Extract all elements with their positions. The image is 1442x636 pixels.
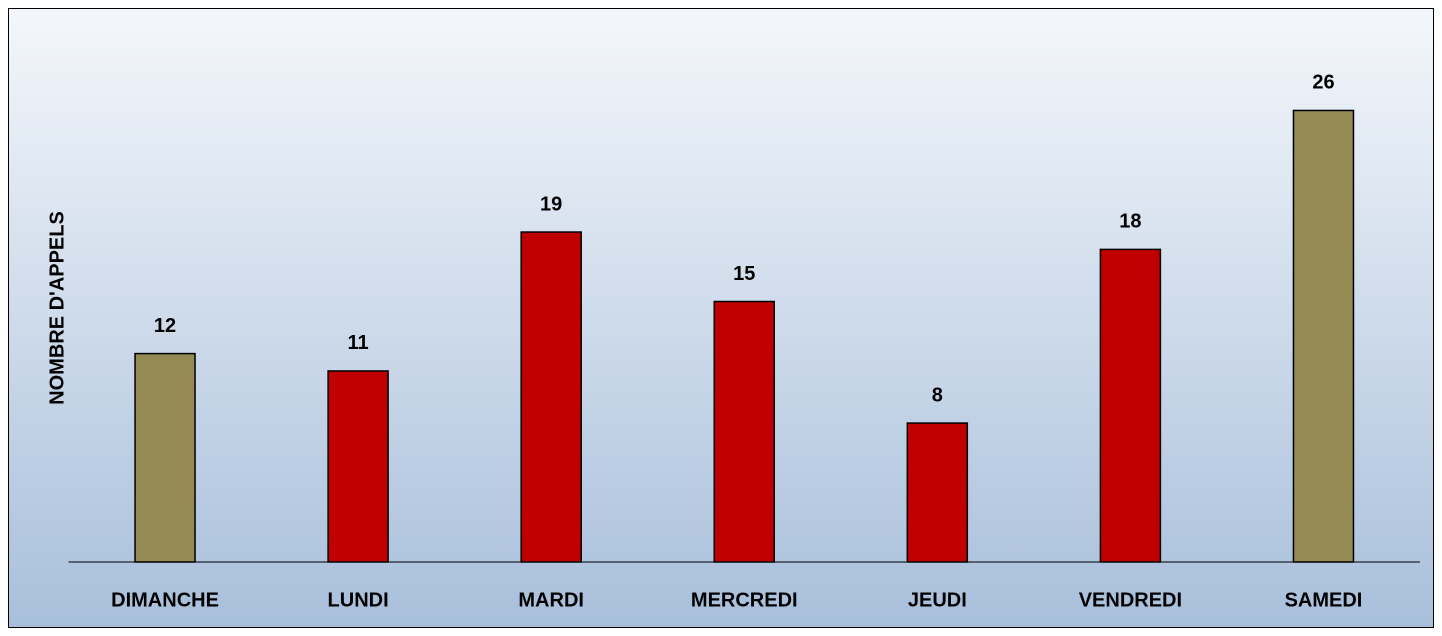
value-label: 12 <box>154 315 176 337</box>
value-label: 15 <box>733 263 755 285</box>
value-label: 19 <box>540 193 562 215</box>
value-label: 18 <box>1119 211 1141 233</box>
bar <box>1292 109 1355 563</box>
bar <box>906 422 969 563</box>
value-label: 26 <box>1312 72 1334 94</box>
x-tick-label: MERCREDI <box>691 589 798 611</box>
bar <box>520 231 582 563</box>
y-axis-label: NOMBRE D'APPELS <box>46 211 68 405</box>
bar <box>327 370 389 563</box>
bar <box>713 300 775 563</box>
value-label: 8 <box>932 384 943 406</box>
x-tick-label: MARDI <box>518 589 584 611</box>
value-label: 11 <box>348 332 369 354</box>
x-tick-label: JEUDI <box>908 589 967 611</box>
x-tick-label: SAMEDI <box>1285 589 1363 611</box>
bar <box>1099 248 1162 563</box>
x-tick-label: DIMANCHE <box>111 589 219 611</box>
bar <box>134 352 196 563</box>
x-tick-label: VENDREDI <box>1079 589 1182 611</box>
x-tick-label: LUNDI <box>328 589 389 611</box>
